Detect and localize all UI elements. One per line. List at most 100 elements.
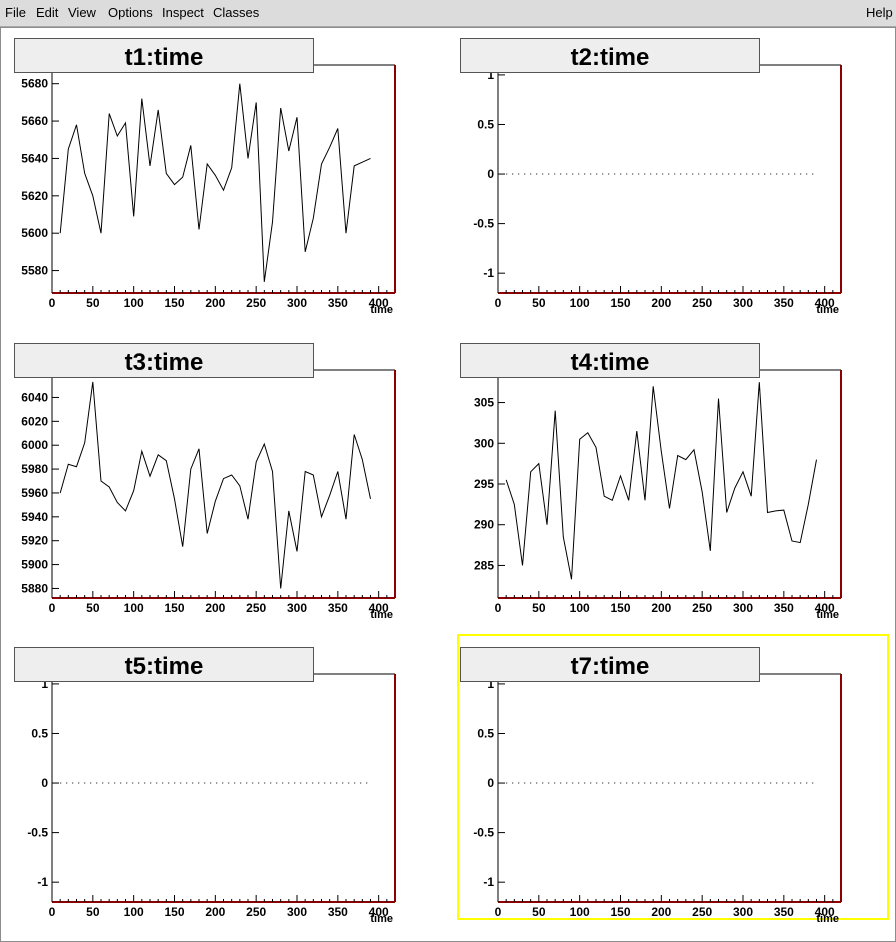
x-tick-label: 0 <box>495 296 502 310</box>
chart-title: t1:time <box>125 44 204 71</box>
menu-bar: File Edit View Options Inspect Classes H… <box>0 0 896 27</box>
menu-help[interactable]: Help <box>866 5 893 20</box>
y-tick-label: 0.5 <box>477 726 494 740</box>
x-tick-label: 350 <box>774 296 794 310</box>
x-tick-label: 300 <box>733 296 753 310</box>
x-tick-label: 50 <box>86 905 100 919</box>
x-tick-label: 150 <box>164 296 184 310</box>
chart-title: t3:time <box>125 349 204 376</box>
y-tick-label: 5980 <box>21 462 48 476</box>
x-axis-label: time <box>370 913 393 925</box>
x-tick-label: 350 <box>328 905 348 919</box>
y-tick-label: 6040 <box>21 390 48 404</box>
y-tick-label: 6020 <box>21 414 48 428</box>
x-tick-label: 200 <box>205 905 225 919</box>
x-tick-label: 50 <box>86 296 100 310</box>
x-tick-label: 100 <box>124 601 144 615</box>
x-tick-label: 200 <box>651 601 671 615</box>
title-box <box>14 343 314 378</box>
y-tick-label: 5960 <box>21 486 48 500</box>
y-tick-label: -0.5 <box>473 217 494 231</box>
x-tick-label: 400 <box>815 296 835 310</box>
title-box <box>460 647 760 682</box>
x-tick-label: 150 <box>164 905 184 919</box>
y-tick-label: 0.5 <box>31 726 48 740</box>
x-tick-label: 0 <box>49 905 56 919</box>
menu-edit[interactable]: Edit <box>36 5 59 20</box>
x-tick-label: 200 <box>205 296 225 310</box>
canvas-frame <box>0 27 896 942</box>
x-tick-label: 300 <box>287 601 307 615</box>
y-tick-label: 300 <box>474 436 494 450</box>
menu-inspect[interactable]: Inspect <box>162 5 204 20</box>
y-tick-label: 285 <box>474 558 494 572</box>
title-box <box>460 343 760 378</box>
x-tick-label: 300 <box>733 601 753 615</box>
x-axis-label: time <box>816 609 839 621</box>
x-axis-label: time <box>370 609 393 621</box>
x-tick-label: 100 <box>124 296 144 310</box>
x-tick-label: 400 <box>815 601 835 615</box>
y-tick-label: -1 <box>483 875 494 889</box>
x-tick-label: 100 <box>570 905 590 919</box>
y-tick-label: 5600 <box>21 226 48 240</box>
x-tick-label: 300 <box>287 296 307 310</box>
x-tick-label: 350 <box>328 601 348 615</box>
chart-title: t4:time <box>571 349 650 376</box>
x-tick-label: 50 <box>532 601 546 615</box>
x-tick-label: 0 <box>495 601 502 615</box>
selected-pad-highlight <box>457 634 889 920</box>
series-line <box>59 381 371 589</box>
x-axis-label: time <box>816 913 839 925</box>
menu-options[interactable]: Options <box>108 5 153 20</box>
x-tick-label: 0 <box>495 905 502 919</box>
y-tick-label: 1 <box>487 677 494 691</box>
x-axis-label: time <box>816 304 839 316</box>
x-tick-label: 350 <box>774 601 794 615</box>
chart-title: t5:time <box>125 653 204 680</box>
title-box <box>14 38 314 73</box>
y-tick-label: 5620 <box>21 189 48 203</box>
x-tick-label: 250 <box>692 296 712 310</box>
x-tick-label: 150 <box>610 601 630 615</box>
y-tick-label: 1 <box>487 68 494 82</box>
x-tick-label: 300 <box>733 905 753 919</box>
x-tick-label: 250 <box>246 296 266 310</box>
series-line <box>505 382 817 580</box>
y-tick-label: -1 <box>37 875 48 889</box>
x-tick-label: 100 <box>570 296 590 310</box>
y-tick-label: 1 <box>41 677 48 691</box>
x-tick-label: 250 <box>246 905 266 919</box>
y-tick-label: 6000 <box>21 438 48 452</box>
x-tick-label: 100 <box>570 601 590 615</box>
x-tick-label: 200 <box>651 905 671 919</box>
x-tick-label: 400 <box>369 296 389 310</box>
y-tick-label: 0 <box>487 776 494 790</box>
menu-view[interactable]: View <box>68 5 96 20</box>
y-tick-label: -1 <box>483 266 494 280</box>
y-tick-label: 0 <box>487 167 494 181</box>
x-tick-label: 150 <box>164 601 184 615</box>
menu-file[interactable]: File <box>5 5 26 20</box>
x-tick-label: 150 <box>610 296 630 310</box>
x-tick-label: 200 <box>205 601 225 615</box>
menu-classes[interactable]: Classes <box>213 5 260 20</box>
x-tick-label: 400 <box>815 905 835 919</box>
y-tick-label: -0.5 <box>473 826 494 840</box>
y-tick-label: 0 <box>41 776 48 790</box>
title-box <box>460 38 760 73</box>
y-tick-label: 5660 <box>21 114 48 128</box>
chart-title: t7:time <box>571 653 650 680</box>
y-tick-label: 5940 <box>21 510 48 524</box>
x-tick-label: 200 <box>651 296 671 310</box>
chart-title: t2:time <box>571 44 650 71</box>
y-tick-label: 5680 <box>21 77 48 91</box>
x-axis-label: time <box>370 304 393 316</box>
x-tick-label: 50 <box>86 601 100 615</box>
canvas[interactable]: 0 50 100 150 200 250 300 350 400time558056005620… <box>0 27 894 940</box>
y-tick-label: -0.5 <box>27 826 48 840</box>
